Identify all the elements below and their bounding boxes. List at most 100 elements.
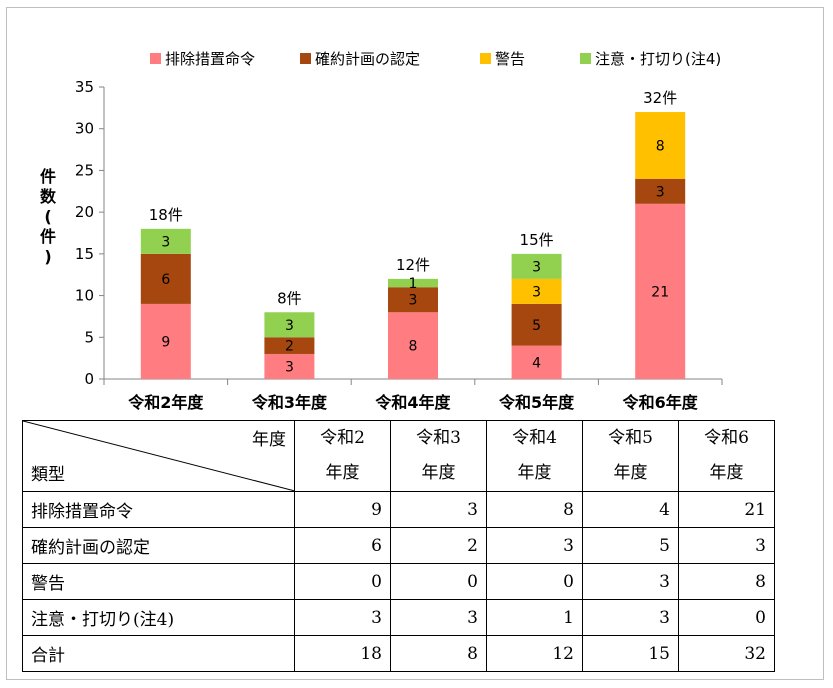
legend-swatch <box>150 53 161 64</box>
x-tick-label: 令和5年度 <box>498 393 575 412</box>
bar-segment <box>388 312 438 379</box>
table-cell: 8 <box>390 635 487 672</box>
corner-label-type: 類型 <box>31 465 65 485</box>
table-row-label: 確約計画の認定 <box>22 527 295 564</box>
column-header-text: 年度 <box>709 463 744 483</box>
total-label: 15件 <box>520 231 554 249</box>
data-label: 6 <box>161 272 170 288</box>
table-row: 排除措置命令 9 3 8 4 21 <box>22 491 775 528</box>
table-column-header: 令和3 年度 <box>390 420 487 492</box>
bar-segment <box>511 303 562 346</box>
table-row-label: 合計 <box>22 635 295 672</box>
bar-segment <box>264 337 315 354</box>
bar-segment <box>635 112 686 179</box>
table-cell: 18 <box>294 635 391 672</box>
total-label: 18件 <box>149 206 183 224</box>
total-label: 32件 <box>643 89 677 107</box>
legend-swatch <box>480 53 491 64</box>
bar-segment <box>388 278 438 288</box>
stacked-bar-chart: 排除措置命令 確約計画の認定 警告 注意・打切り(注4) 05101520253035… <box>40 50 723 412</box>
y-tick-label: 25 <box>75 161 94 179</box>
table-column-header: 令和5 年度 <box>582 420 679 492</box>
table-cell: 3 <box>678 527 775 564</box>
column-header-text: 令和2 <box>320 428 365 448</box>
y-tick-label: 35 <box>75 78 94 96</box>
table-cell: 3 <box>390 599 487 636</box>
table-cell: 3 <box>486 527 583 564</box>
data-label: 3 <box>532 284 541 300</box>
legend-swatch <box>580 53 591 64</box>
y-axis-label: 件数(件) <box>40 167 57 266</box>
legend: 排除措置命令 確約計画の認定 警告 注意・打切り(注4) <box>150 50 721 68</box>
table-cell: 1 <box>486 599 583 636</box>
table-column-header: 令和4 年度 <box>486 420 583 492</box>
x-tick-label: 令和3年度 <box>251 393 328 412</box>
column-header-text: 令和6 <box>704 428 749 448</box>
table-cell: 9 <box>294 491 391 528</box>
table-cell: 3 <box>294 599 391 636</box>
table-cell: 12 <box>486 635 583 672</box>
legend-label: 注意・打切り(注4) <box>595 50 721 68</box>
data-label: 2 <box>285 339 294 355</box>
table-header-row: 年度 類型 令和2 年度 令和3 年度 令和4 年度 令和5 年度 令和6 年度 <box>22 420 775 492</box>
table-cell: 8 <box>486 491 583 528</box>
column-header-text: 令和3 <box>416 428 461 448</box>
y-tick-label: 5 <box>84 328 94 346</box>
x-tick-label: 令和2年度 <box>127 393 204 412</box>
data-label: 1 <box>409 276 418 292</box>
table-row-label: 排除措置命令 <box>22 491 295 528</box>
table-cell: 3 <box>390 491 487 528</box>
table-cell: 32 <box>678 635 775 672</box>
table-row: 合計 18 8 12 15 32 <box>22 635 775 672</box>
table-cell: 15 <box>582 635 679 672</box>
table-cell: 21 <box>678 491 775 528</box>
total-label: 12件 <box>396 256 430 274</box>
y-tick-label: 30 <box>75 120 94 138</box>
bar-segment <box>635 178 686 204</box>
bar-segment <box>140 228 191 254</box>
table-cell: 5 <box>582 527 679 564</box>
data-label: 9 <box>161 334 170 350</box>
x-tick-label: 令和4年度 <box>374 393 451 412</box>
table-cell: 4 <box>582 491 679 528</box>
bar-segment <box>635 203 686 379</box>
y-tick-label: 10 <box>75 287 94 305</box>
bar-segment <box>140 253 191 304</box>
x-tick-label: 令和6年度 <box>622 393 699 412</box>
y-tick-label: 0 <box>84 370 94 388</box>
data-label: 3 <box>161 234 170 250</box>
corner-label-year: 年度 <box>252 430 286 450</box>
table-cell: 0 <box>294 563 391 600</box>
data-label: 8 <box>656 138 665 154</box>
table-cell: 6 <box>294 527 391 564</box>
table-row: 警告 0 0 0 3 8 <box>22 563 775 600</box>
table-column-header: 令和6 年度 <box>678 420 775 492</box>
data-label: 3 <box>285 359 294 375</box>
legend-label: 排除措置命令 <box>165 50 255 68</box>
data-label: 5 <box>532 318 541 334</box>
column-header-text: 年度 <box>517 463 552 483</box>
table-row-label: 警告 <box>22 563 295 600</box>
bar-segment <box>388 287 438 313</box>
table-cell: 2 <box>390 527 487 564</box>
total-label: 8件 <box>277 289 302 307</box>
table-cell: 0 <box>486 563 583 600</box>
table-cell: 8 <box>678 563 775 600</box>
bar-segment <box>264 312 315 338</box>
table-cell: 0 <box>678 599 775 636</box>
corner-diagonal <box>23 421 295 491</box>
column-header-text: 年度 <box>613 463 648 483</box>
data-table: 年度 類型 令和2 年度 令和3 年度 令和4 年度 令和5 年度 令和6 年度 排除措置命令 9 3 8 4 2… <box>22 420 775 672</box>
data-label: 3 <box>285 318 294 334</box>
data-label: 3 <box>532 259 541 275</box>
column-header-text: 令和5 <box>608 428 653 448</box>
legend-label: 警告 <box>495 50 525 68</box>
table-cell: 0 <box>390 563 487 600</box>
legend-swatch <box>300 53 311 64</box>
column-header-text: 年度 <box>325 463 360 483</box>
table-row-label: 注意・打切り(注4) <box>22 599 295 636</box>
bar-segment <box>511 278 562 304</box>
data-label: 3 <box>656 184 665 200</box>
